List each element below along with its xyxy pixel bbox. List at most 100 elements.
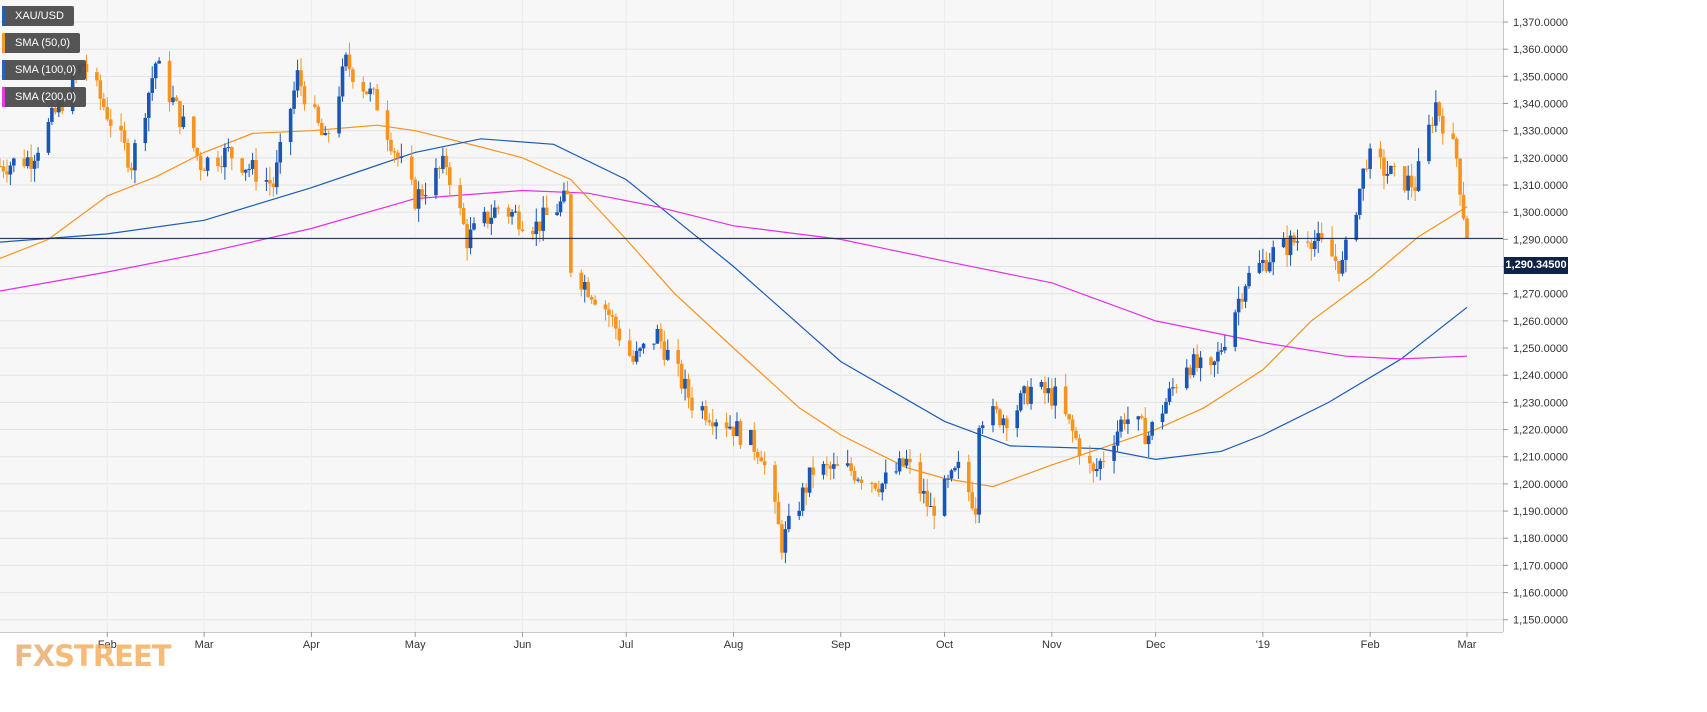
candle — [1053, 377, 1058, 419]
candle — [1288, 230, 1293, 266]
candle — [1427, 114, 1431, 165]
candle — [1385, 160, 1390, 184]
candle — [95, 67, 99, 87]
candle — [544, 195, 549, 216]
candle — [254, 147, 258, 191]
candle — [634, 341, 639, 365]
candle — [783, 521, 788, 564]
y-tick-label: 1,340.0000 — [1513, 99, 1568, 111]
legend-item-xauusd[interactable]: XAU/USD — [2, 6, 74, 26]
candle — [5, 159, 9, 183]
candle — [780, 519, 784, 560]
grid — [0, 0, 1503, 632]
legend-item-sma-50[interactable]: SMA (50,0) — [2, 33, 81, 53]
legend-label-sma-100: SMA (100,0) — [15, 64, 77, 76]
x-tick-label: Oct — [936, 639, 953, 651]
candle — [828, 461, 833, 480]
legend-item-sma-200[interactable]: SMA (200,0) — [2, 87, 87, 107]
candle — [243, 169, 248, 181]
candle — [610, 310, 615, 327]
legend-label-sma-200: SMA (200,0) — [15, 91, 77, 103]
candle — [274, 150, 279, 195]
candle — [1223, 335, 1227, 354]
candle — [811, 456, 815, 489]
candle — [1015, 404, 1020, 438]
candle — [458, 177, 462, 216]
candle — [1050, 378, 1054, 410]
candle — [1174, 383, 1179, 394]
candle — [617, 320, 622, 347]
candle — [1046, 377, 1051, 403]
candle — [344, 52, 348, 72]
candle — [1402, 165, 1407, 193]
candle — [1434, 90, 1438, 133]
candle — [870, 481, 874, 493]
candle — [174, 95, 179, 102]
candle — [368, 82, 373, 102]
candle — [437, 166, 442, 179]
candle — [738, 418, 743, 449]
y-tick-label: 1,240.0000 — [1513, 370, 1568, 382]
candle — [167, 51, 172, 112]
candle — [1257, 250, 1262, 275]
candle — [582, 274, 587, 303]
candle — [396, 149, 400, 167]
candle — [531, 226, 535, 240]
y-tick-label: 1,250.0000 — [1513, 343, 1568, 355]
y-axis-labels: 1,150.0000 1,160.0000 1,170.0000 1,180.0000… — [1503, 17, 1568, 627]
candle — [340, 58, 345, 102]
candle — [991, 398, 995, 433]
candle — [1136, 415, 1141, 431]
candle — [364, 91, 369, 95]
candle — [918, 453, 923, 502]
y-tick-label: 1,300.0000 — [1513, 207, 1568, 219]
series-sma-50-0- — [0, 124, 1468, 488]
candle — [797, 501, 802, 520]
candle — [1271, 240, 1276, 276]
candle — [299, 58, 303, 97]
candle — [171, 85, 175, 106]
candle — [268, 166, 272, 196]
candle — [1067, 413, 1071, 425]
candle — [409, 145, 414, 186]
y-tick-label: 1,210.0000 — [1513, 452, 1568, 464]
candle — [385, 100, 390, 152]
x-tick-label: Feb — [1361, 639, 1380, 651]
candle — [129, 162, 134, 180]
candle — [835, 456, 840, 467]
candle — [1361, 168, 1366, 201]
candle — [607, 302, 611, 328]
candle — [375, 83, 379, 111]
candle — [748, 429, 753, 446]
candle — [1184, 359, 1189, 391]
candle — [1112, 435, 1116, 474]
x-tick-label: May — [405, 639, 426, 651]
candle — [1330, 226, 1334, 257]
candle — [759, 450, 763, 462]
candle — [569, 192, 573, 278]
candle — [1195, 344, 1199, 372]
x-tick-label: '19 — [1256, 639, 1270, 651]
plot-background — [0, 0, 1503, 632]
candle — [1312, 229, 1317, 257]
candle — [517, 204, 521, 236]
candle — [465, 218, 469, 261]
candle — [1, 160, 6, 179]
candle — [216, 151, 220, 172]
candle — [219, 155, 224, 174]
candle — [977, 425, 981, 524]
candle — [966, 454, 971, 502]
legend-item-sma-100[interactable]: SMA (100,0) — [2, 60, 87, 80]
candle — [46, 118, 51, 156]
x-tick-label: Feb — [98, 639, 117, 651]
candle — [953, 466, 957, 472]
candle — [603, 300, 608, 321]
x-tick-label: Dec — [1146, 639, 1166, 651]
candle — [641, 342, 646, 354]
candle — [565, 181, 570, 195]
candle — [150, 66, 155, 101]
candle — [1247, 265, 1251, 289]
candle — [690, 386, 694, 419]
candle — [1344, 236, 1348, 273]
candle — [676, 339, 680, 377]
